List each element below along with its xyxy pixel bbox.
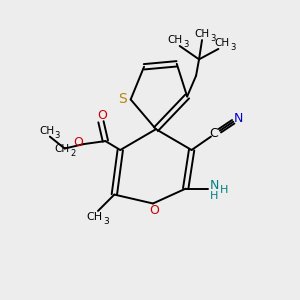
Text: N: N xyxy=(234,112,243,125)
Text: CH: CH xyxy=(214,38,230,48)
Text: O: O xyxy=(98,109,107,122)
Text: H: H xyxy=(220,185,229,195)
Text: CH: CH xyxy=(39,126,54,136)
Text: CH: CH xyxy=(168,35,183,45)
Text: 3: 3 xyxy=(55,131,60,140)
Text: H: H xyxy=(210,191,219,201)
Text: 3: 3 xyxy=(230,43,236,52)
Text: 3: 3 xyxy=(210,34,216,43)
Text: 3: 3 xyxy=(103,218,109,226)
Text: O: O xyxy=(74,136,84,149)
Text: N: N xyxy=(210,178,219,192)
Text: CH: CH xyxy=(55,143,70,154)
Text: C: C xyxy=(209,127,218,140)
Text: 2: 2 xyxy=(70,149,75,158)
Text: 3: 3 xyxy=(184,40,189,49)
Text: O: O xyxy=(149,203,159,217)
Text: CH: CH xyxy=(194,29,210,39)
Text: S: S xyxy=(118,92,127,106)
Text: CH: CH xyxy=(86,212,103,223)
